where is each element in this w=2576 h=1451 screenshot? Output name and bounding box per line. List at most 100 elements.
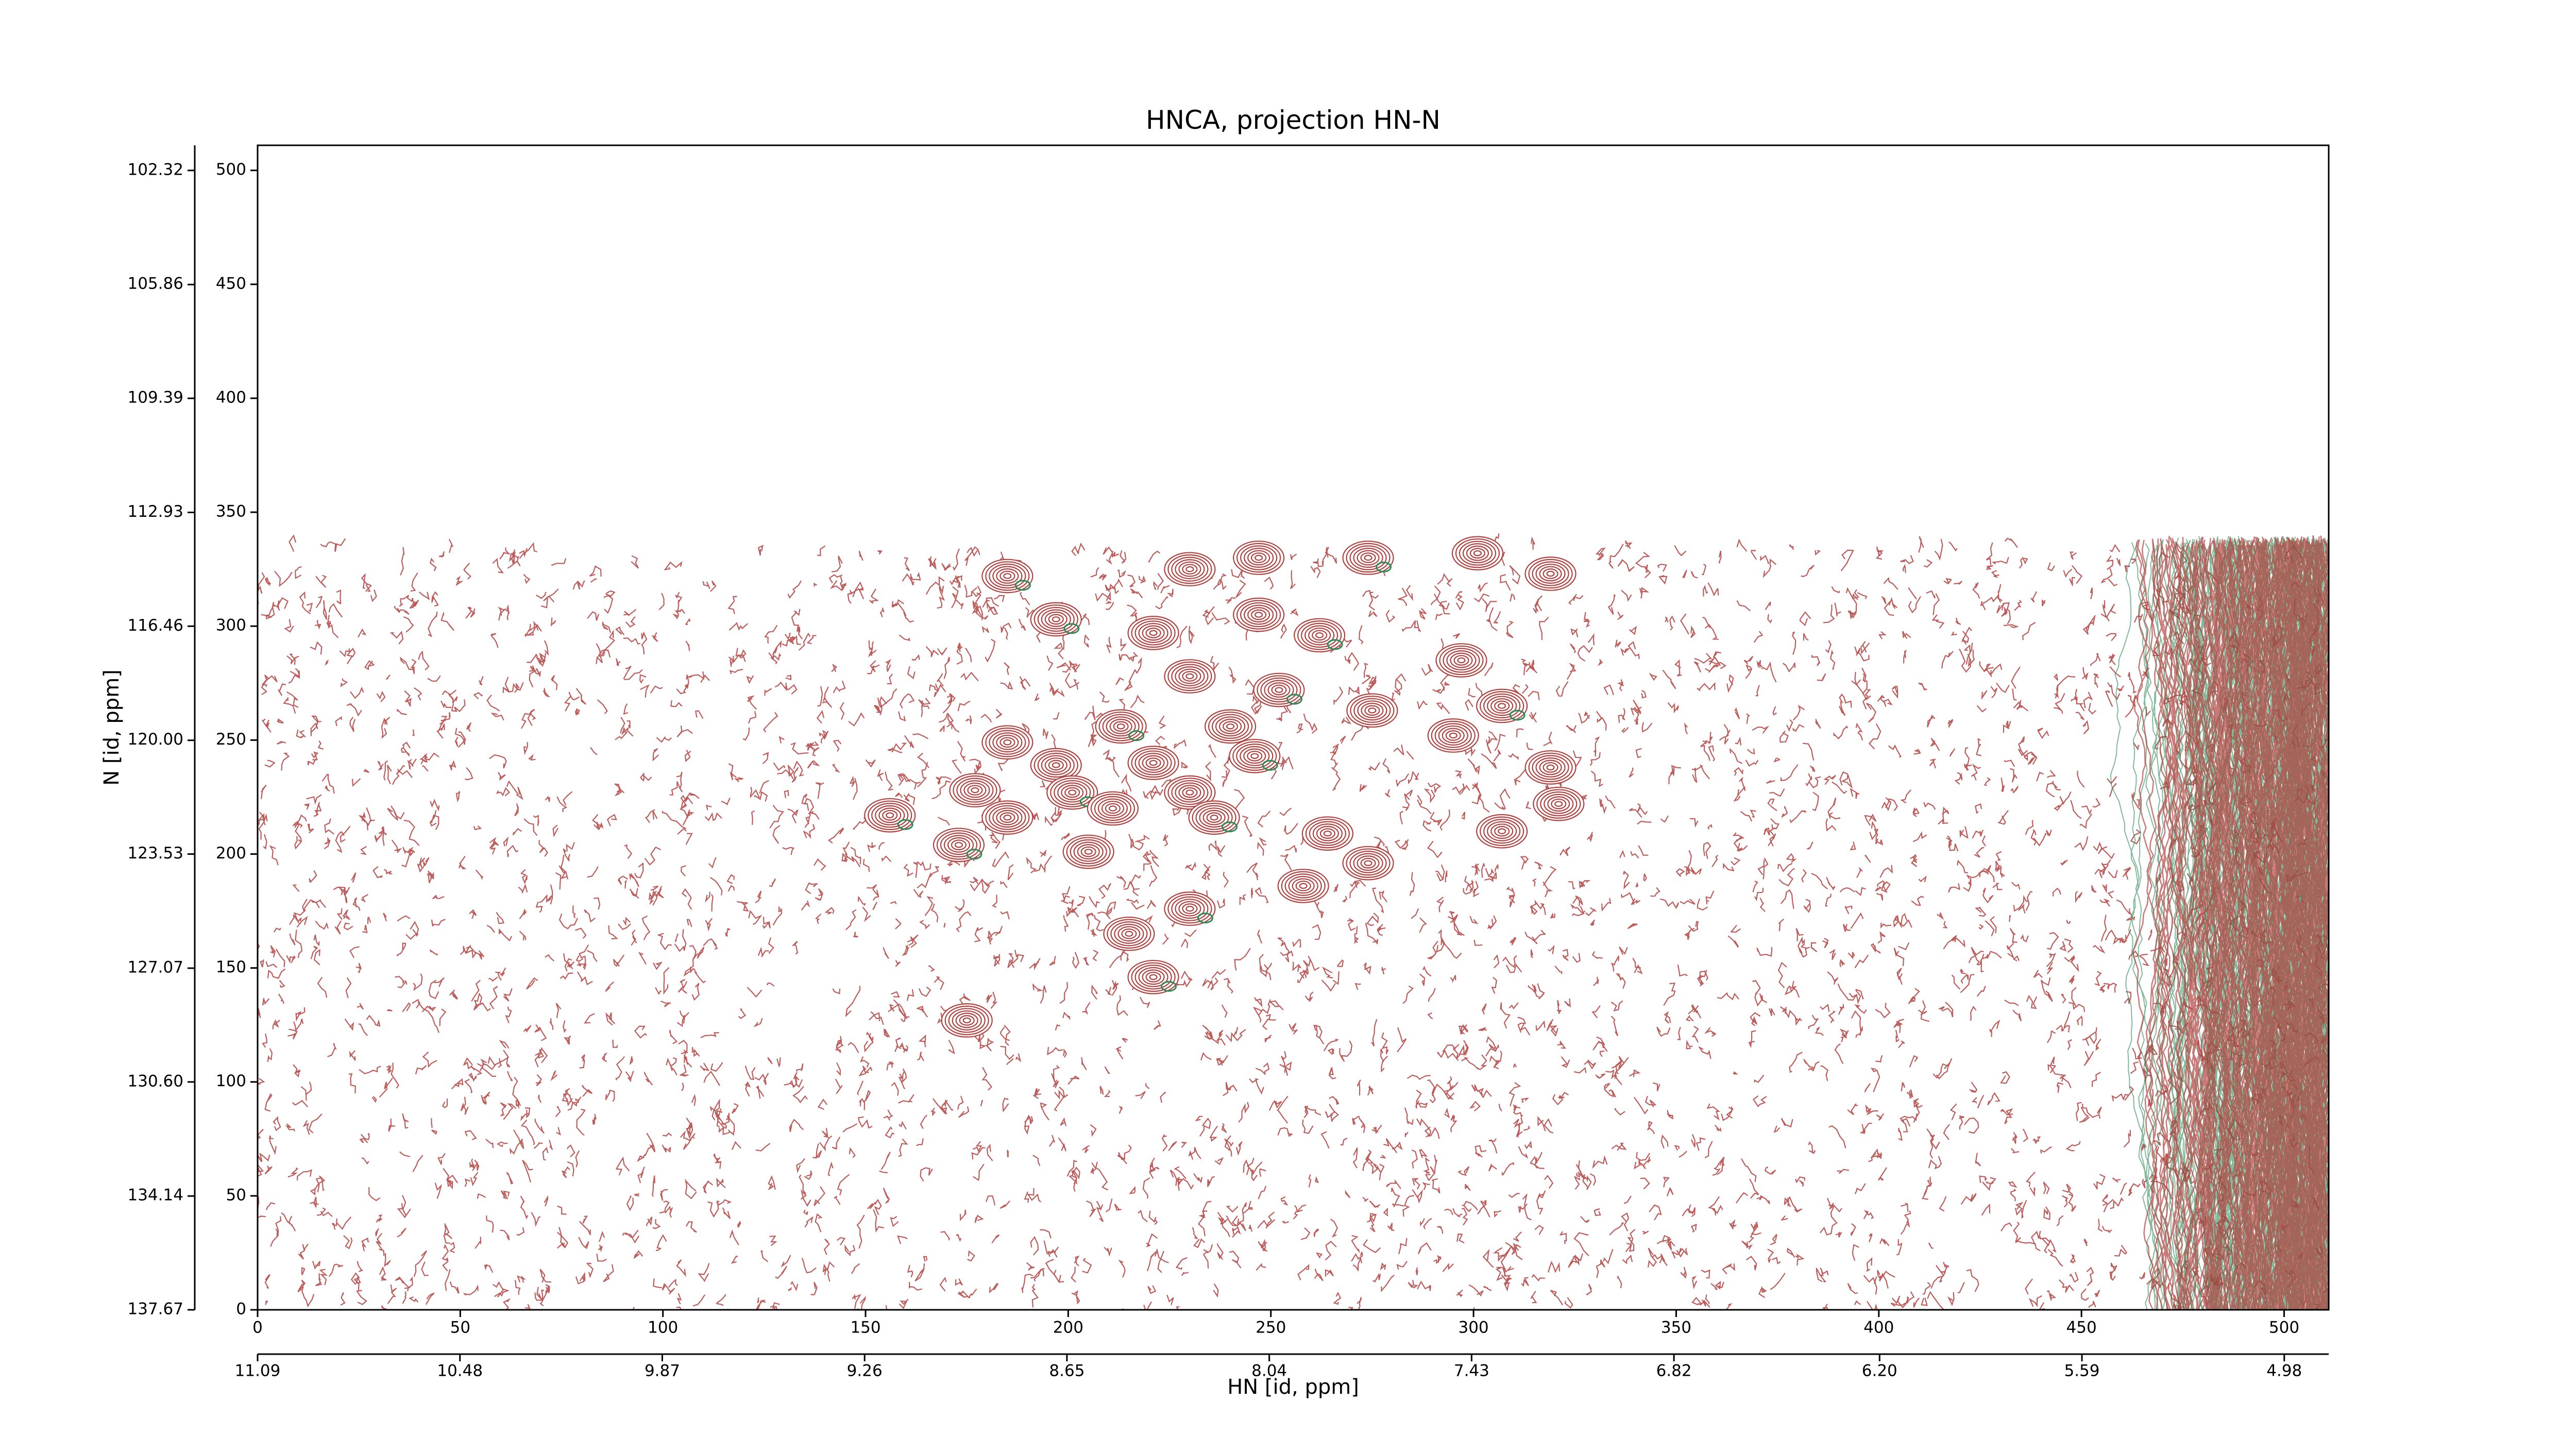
contour-ring (1319, 828, 1335, 839)
contour-ring (1240, 746, 1270, 766)
contour-ring (985, 802, 1030, 833)
y2-tick-label: 137.67 (128, 1300, 183, 1319)
contour-ring (1037, 752, 1075, 778)
contour-ring (996, 568, 1019, 584)
peak (981, 725, 1033, 760)
x2-tick-label: 6.82 (1656, 1362, 1692, 1380)
contour-ring (1037, 606, 1075, 632)
contour-ring (944, 1005, 989, 1036)
peak (1346, 693, 1398, 728)
contour-ring (1487, 696, 1517, 716)
peak (981, 800, 1033, 835)
contour-ring (1271, 684, 1287, 696)
contour-ring (1281, 871, 1326, 901)
negative-ring (1509, 710, 1526, 721)
contour-ring (1535, 757, 1566, 778)
contour-ring (1236, 600, 1281, 630)
contour-ring (1498, 828, 1506, 834)
y-tick-label: 300 (216, 616, 246, 635)
contour-ring (1070, 839, 1107, 865)
peak (1127, 746, 1179, 780)
contour-ring (1178, 561, 1201, 577)
contour-ring (943, 835, 974, 855)
negative-ring (1014, 580, 1031, 591)
contour-ring (1473, 550, 1482, 556)
contour-ring (1167, 554, 1212, 584)
contour-ring (1494, 700, 1510, 712)
contour-ring (992, 732, 1023, 753)
y-tick-label: 150 (216, 958, 246, 976)
contour-ring (882, 809, 898, 821)
x-tick-label: 150 (850, 1319, 880, 1337)
contour-ring (960, 780, 990, 801)
peak (1427, 718, 1479, 753)
contour-ring (1116, 723, 1125, 730)
contour-ring (1547, 796, 1570, 812)
contour-ring (1257, 675, 1301, 705)
contour-ring (1090, 794, 1136, 823)
contour-ring (1434, 723, 1472, 748)
contour-ring (940, 832, 978, 857)
negative-ring (1161, 981, 1177, 992)
contour-ring (1539, 760, 1562, 775)
x-tick-label: 350 (1661, 1319, 1691, 1337)
contour-ring (1195, 805, 1233, 830)
contour-ring (1360, 857, 1376, 869)
contour-ring (1455, 538, 1500, 568)
contour-ring (1109, 718, 1132, 734)
contour-ring (948, 1008, 986, 1033)
contour-ring (1107, 919, 1151, 949)
y2-tick-label: 130.60 (128, 1072, 183, 1090)
peak (1127, 616, 1179, 650)
contour-ring (1054, 780, 1091, 805)
contour-ring (1364, 554, 1372, 561)
y2-tick-label: 112.93 (128, 502, 183, 521)
contour-ring (1171, 664, 1209, 689)
contour-ring (1308, 627, 1331, 643)
contour-ring (1480, 816, 1524, 846)
chart-title: HNCA, projection HN-N (1146, 105, 1440, 135)
peak (1229, 738, 1281, 773)
contour-ring (1539, 566, 1562, 582)
contour-ring (1483, 693, 1521, 719)
contour-ring (1106, 716, 1136, 737)
contour-ring (1490, 698, 1514, 714)
peak (1451, 536, 1504, 570)
x-tick-label: 250 (1256, 1319, 1286, 1337)
contour-ring (1453, 655, 1469, 666)
contour-ring (1167, 661, 1212, 691)
contour-ring (1185, 905, 1194, 912)
plot-area (258, 533, 2329, 1310)
contour-ring (1044, 757, 1067, 773)
contour-ring (936, 830, 981, 860)
contour-ring (1292, 878, 1315, 894)
peak (1103, 916, 1155, 951)
contour-ring (1353, 853, 1383, 873)
contour-ring (959, 1015, 975, 1026)
contour-ring (1480, 691, 1524, 721)
contour-ring (1540, 791, 1578, 817)
peak (1233, 597, 1285, 632)
x-tick-label: 500 (2269, 1319, 2299, 1337)
x2-tick-label: 11.09 (235, 1362, 281, 1380)
contour-ring (1182, 564, 1198, 575)
x2-tick-label: 9.87 (645, 1362, 680, 1380)
contour-ring (1368, 707, 1377, 714)
contour-ring (1149, 630, 1158, 636)
x2-tick-label: 5.59 (2064, 1362, 2099, 1380)
contour-ring (1108, 805, 1117, 812)
contour-ring (1131, 962, 1176, 992)
contour-ring (989, 805, 1026, 830)
contour-ring (1251, 552, 1267, 563)
peak (949, 773, 1001, 807)
contour-ring (1450, 652, 1473, 668)
contour-ring (1543, 762, 1558, 773)
contour-ring (1171, 780, 1209, 805)
contour-ring (1357, 550, 1380, 566)
plot-frame (257, 144, 2330, 1311)
contour-ring (1442, 728, 1465, 744)
contour-ring (1360, 552, 1376, 563)
y2-tick-label: 116.46 (128, 616, 183, 635)
noise-contours (258, 533, 2329, 1310)
contour-ring (999, 812, 1015, 823)
